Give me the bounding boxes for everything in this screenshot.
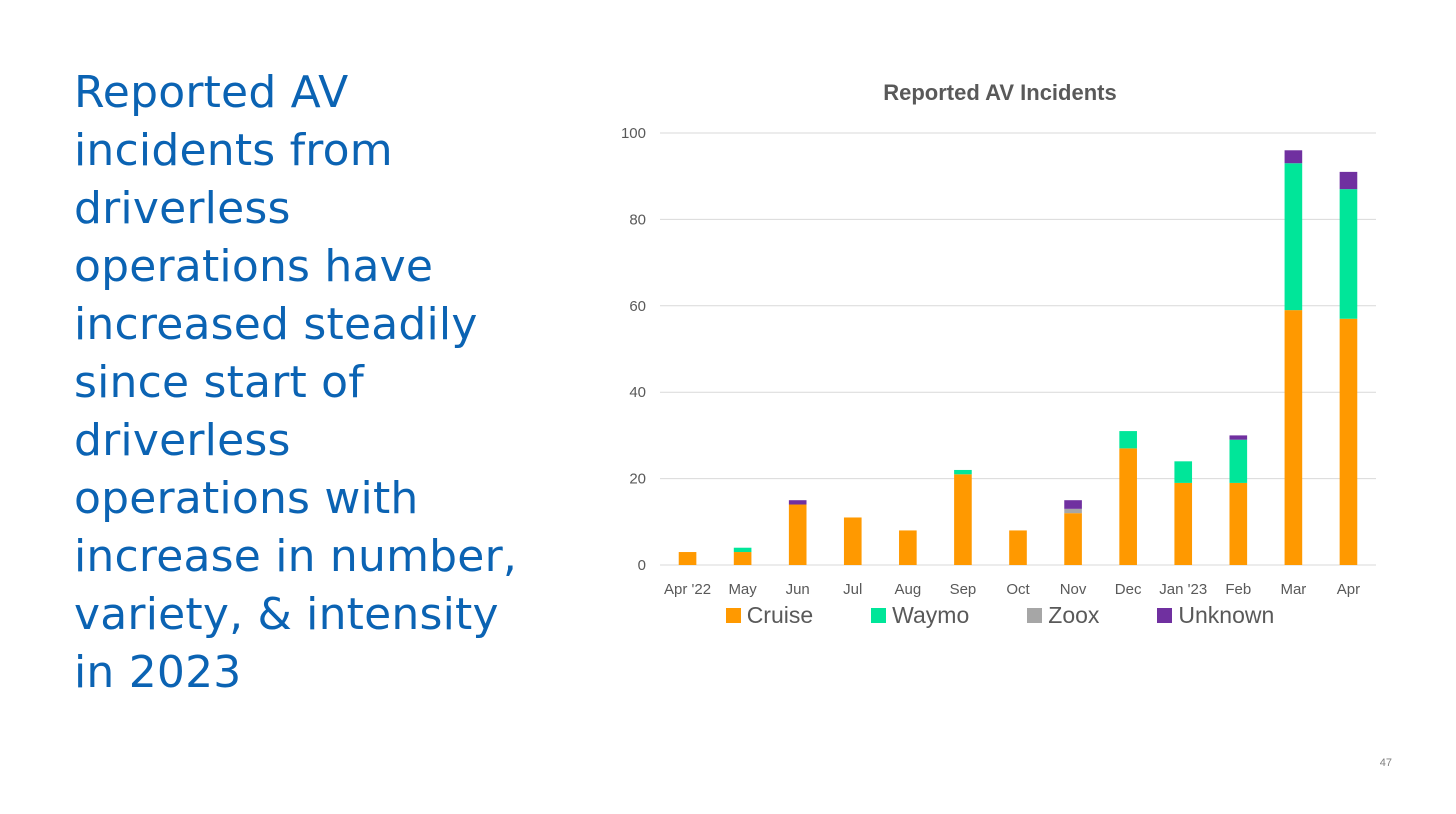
- bar-cruise: [733, 552, 752, 565]
- y-tick-label: 20: [629, 471, 646, 488]
- heading-line: in 2023: [74, 647, 242, 698]
- heading-line: operations with: [74, 473, 419, 524]
- x-tick-label: Nov: [1060, 581, 1087, 598]
- chart-title: Reported AV Incidents: [883, 80, 1117, 105]
- heading-line: incidents from: [74, 125, 393, 176]
- legend-label: Cruise: [746, 602, 814, 628]
- x-tick-label: Jun: [786, 581, 810, 598]
- x-tick-label: Mar: [1280, 581, 1306, 598]
- heading-line: increase in number,: [74, 531, 518, 582]
- page-number: 47: [1379, 757, 1392, 769]
- y-tick-label: 0: [638, 557, 646, 574]
- bar-waymo: [954, 469, 972, 475]
- legend-item-waymo: Waymo: [871, 602, 969, 629]
- heading-line: since start of: [74, 357, 364, 408]
- x-tick-label: Jul: [843, 581, 862, 598]
- legend-item-cruise: Cruise: [725, 602, 814, 629]
- chart-legend: Cruise Waymo Zoox Unknown: [600, 602, 1400, 629]
- heading-line: operations have: [74, 241, 434, 292]
- bar-cruise: [678, 552, 697, 565]
- x-tick-label: Jan '23: [1159, 581, 1207, 598]
- bar-unknown: [1229, 435, 1248, 440]
- bar-waymo: [1174, 461, 1193, 483]
- bar-zoox: [1064, 508, 1082, 514]
- bar-cruise: [788, 504, 807, 565]
- bar-cruise: [1009, 530, 1027, 565]
- bar-cruise: [1229, 482, 1248, 565]
- legend-swatch-zoox: [1027, 608, 1043, 623]
- bar-cruise: [1284, 310, 1303, 565]
- legend-swatch-cruise: [725, 608, 741, 623]
- y-tick-label: 40: [629, 384, 646, 401]
- legend-item-zoox: Zoox: [1027, 602, 1099, 629]
- heading-line: Reported AV: [74, 67, 349, 118]
- heading-line: increased steadily: [74, 299, 478, 350]
- legend-swatch-unknown: [1157, 608, 1173, 623]
- x-tick-label: Sep: [950, 581, 977, 598]
- legend-label: Zoox: [1048, 602, 1100, 628]
- bar-cruise: [954, 474, 972, 565]
- bar-waymo: [1284, 163, 1303, 311]
- heading-line: driverless: [74, 183, 291, 234]
- bar-cruise: [1339, 318, 1358, 565]
- bar-waymo: [1119, 431, 1137, 449]
- bar-waymo: [1339, 189, 1358, 319]
- x-tick-label: Feb: [1225, 581, 1251, 598]
- legend-swatch-waymo: [871, 608, 887, 623]
- bar-unknown: [1284, 150, 1303, 164]
- bar-waymo: [1229, 439, 1248, 483]
- bar-cruise: [1174, 482, 1193, 565]
- heading-line: driverless: [74, 415, 291, 466]
- y-tick-label: 60: [629, 298, 646, 315]
- heading-line: variety, & intensity: [74, 589, 499, 640]
- stacked-bar-chart: 0 20 40 60 80 100 Apr '22 May Jun Jul Aug Sep Oct Nov…: [621, 125, 1376, 598]
- x-tick-label: May: [728, 581, 757, 598]
- bar-cruise: [1064, 513, 1082, 565]
- legend-label: Unknown: [1178, 602, 1275, 628]
- x-tick-label: Apr '22: [664, 581, 711, 598]
- slide-heading: Reported AV incidents from driverless op…: [74, 64, 594, 702]
- legend-label: Waymo: [892, 602, 970, 628]
- x-tick-label: Dec: [1115, 581, 1142, 598]
- legend-item-unknown: Unknown: [1157, 602, 1274, 629]
- x-tick-label: Aug: [894, 581, 921, 598]
- y-tick-label: 80: [629, 211, 646, 228]
- bar-cruise: [899, 530, 917, 565]
- bar-unknown: [1339, 171, 1358, 190]
- bar-unknown: [788, 500, 807, 505]
- y-tick-label: 100: [621, 125, 646, 142]
- x-tick-label: Apr: [1337, 581, 1360, 598]
- bar-unknown: [1064, 500, 1082, 509]
- bar-cruise: [843, 517, 862, 565]
- bar-cruise: [1119, 448, 1137, 565]
- x-tick-label: Oct: [1006, 581, 1030, 598]
- bar-waymo: [733, 547, 752, 553]
